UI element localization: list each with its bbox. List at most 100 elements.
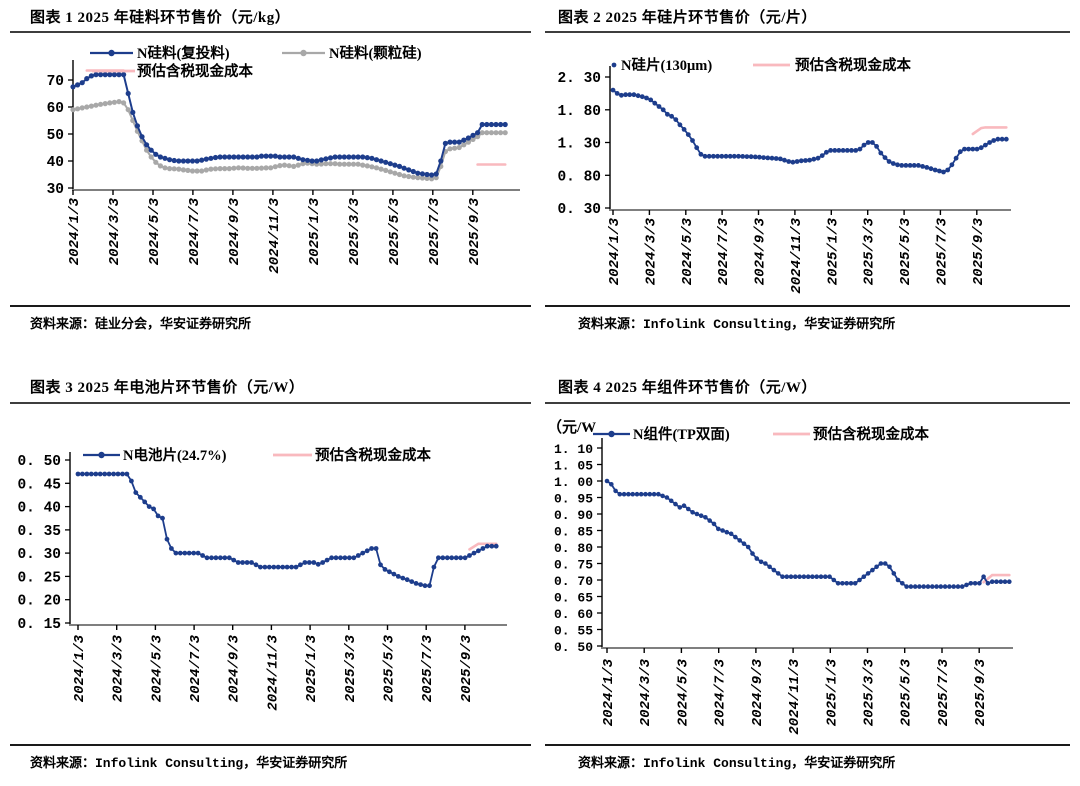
x-tick-label: 2024/3/3 (643, 217, 659, 285)
data-point-marker (84, 471, 90, 477)
data-point-marker (240, 154, 246, 160)
data-point-marker (604, 478, 610, 484)
data-point-marker (157, 154, 163, 160)
data-point-marker (222, 154, 228, 160)
x-tick-label: 2024/1/3 (601, 658, 617, 726)
data-point-marker (125, 107, 131, 113)
data-point-marker (424, 175, 430, 181)
x-tick-label: 2024/11/3 (267, 197, 283, 273)
legend-swatch-marker (611, 62, 617, 68)
data-point-marker (807, 157, 812, 163)
data-point-marker (627, 92, 633, 98)
y-tick-label: 0. 60 (554, 607, 593, 622)
data-point-marker (891, 571, 897, 576)
data-point-marker (479, 130, 485, 136)
data-point-marker (429, 176, 435, 182)
data-point-marker (309, 158, 315, 164)
data-point-marker (638, 491, 644, 497)
data-point-marker (226, 166, 232, 172)
data-point-marker (995, 136, 1001, 142)
data-point-marker (133, 490, 139, 495)
data-point-marker (489, 543, 495, 549)
data-point-marker (934, 584, 939, 589)
data-point-marker (217, 166, 223, 172)
data-point-marker (111, 471, 116, 477)
data-point-marker (639, 94, 645, 100)
data-point-marker (447, 139, 453, 145)
data-point-marker (373, 157, 380, 163)
fig4-title-rule (545, 402, 1070, 404)
data-point-marker (484, 121, 490, 128)
data-point-marker (185, 167, 191, 173)
y-tick-label: 1. 00 (554, 475, 593, 490)
data-point-marker (295, 155, 301, 161)
data-point-marker (911, 163, 917, 168)
data-point-marker (350, 161, 357, 167)
data-point-marker (318, 161, 324, 167)
data-point-marker (874, 144, 879, 149)
data-point-marker (493, 543, 499, 549)
data-point-marker (904, 584, 909, 589)
data-point-marker (102, 101, 108, 107)
y-tick-label: 0. 30 (17, 547, 61, 563)
data-point-marker (882, 561, 888, 566)
x-tick-label: 2025/5/3 (387, 197, 403, 265)
data-point-marker (436, 555, 441, 561)
data-point-marker (930, 584, 935, 589)
data-point-marker (744, 154, 750, 159)
data-point-marker (176, 158, 182, 164)
data-point-marker (1002, 579, 1008, 584)
data-point-marker (955, 584, 961, 589)
data-point-marker (824, 149, 829, 155)
data-point-marker (449, 555, 455, 561)
data-point-marker (819, 153, 825, 158)
y-tick-label: 0. 65 (554, 591, 593, 606)
data-point-marker (716, 526, 721, 532)
data-point-marker (698, 151, 704, 157)
data-point-marker (610, 87, 616, 93)
y-tick-label: 0. 80 (557, 169, 601, 185)
data-point-marker (750, 551, 755, 556)
data-point-marker (736, 153, 741, 159)
data-point-marker (88, 471, 94, 477)
data-point-marker (780, 574, 785, 579)
data-point-marker (758, 559, 764, 565)
data-point-marker (865, 140, 871, 145)
data-point-marker (200, 553, 206, 558)
x-tick-label: 2025/7/3 (936, 658, 952, 726)
y-tick-label: 1. 05 (554, 459, 593, 474)
data-point-marker (396, 171, 403, 178)
data-point-marker (88, 73, 94, 79)
data-point-marker (767, 564, 772, 570)
data-point-marker (461, 137, 467, 143)
data-point-marker (289, 564, 294, 570)
data-point-marker (715, 153, 720, 159)
data-point-marker (378, 166, 384, 172)
data-point-marker (677, 122, 683, 128)
data-point-marker (111, 72, 117, 78)
data-point-marker (861, 574, 867, 579)
data-point-marker (70, 107, 76, 113)
data-point-marker (836, 148, 842, 153)
data-point-marker (392, 162, 398, 168)
fig4-title: 图表 4 2025 年组件环节售价（元/W） (558, 380, 817, 396)
data-point-marker (433, 171, 439, 177)
fig3-chart-canvas: 0. 50 0. 45 0. 40 0. 35 0. 30 0. 25 0. 20 0. 15… (17, 446, 507, 711)
data-point-marker (102, 72, 108, 78)
data-point-marker (840, 148, 846, 153)
data-point-marker (144, 142, 150, 148)
data-point-marker (983, 142, 988, 148)
data-point-marker (493, 121, 499, 128)
data-point-marker (70, 84, 76, 90)
data-point-marker (814, 574, 819, 579)
data-point-marker (723, 153, 729, 159)
data-point-marker (142, 499, 148, 505)
data-point-marker (928, 166, 934, 172)
data-point-marker (733, 534, 738, 540)
data-point-marker (962, 146, 967, 152)
x-tick-label: 2024/7/3 (716, 217, 732, 285)
y-tick-label: 0. 80 (554, 541, 593, 556)
data-point-marker (429, 172, 435, 178)
data-point-marker (347, 555, 352, 561)
data-point-marker (916, 163, 921, 168)
